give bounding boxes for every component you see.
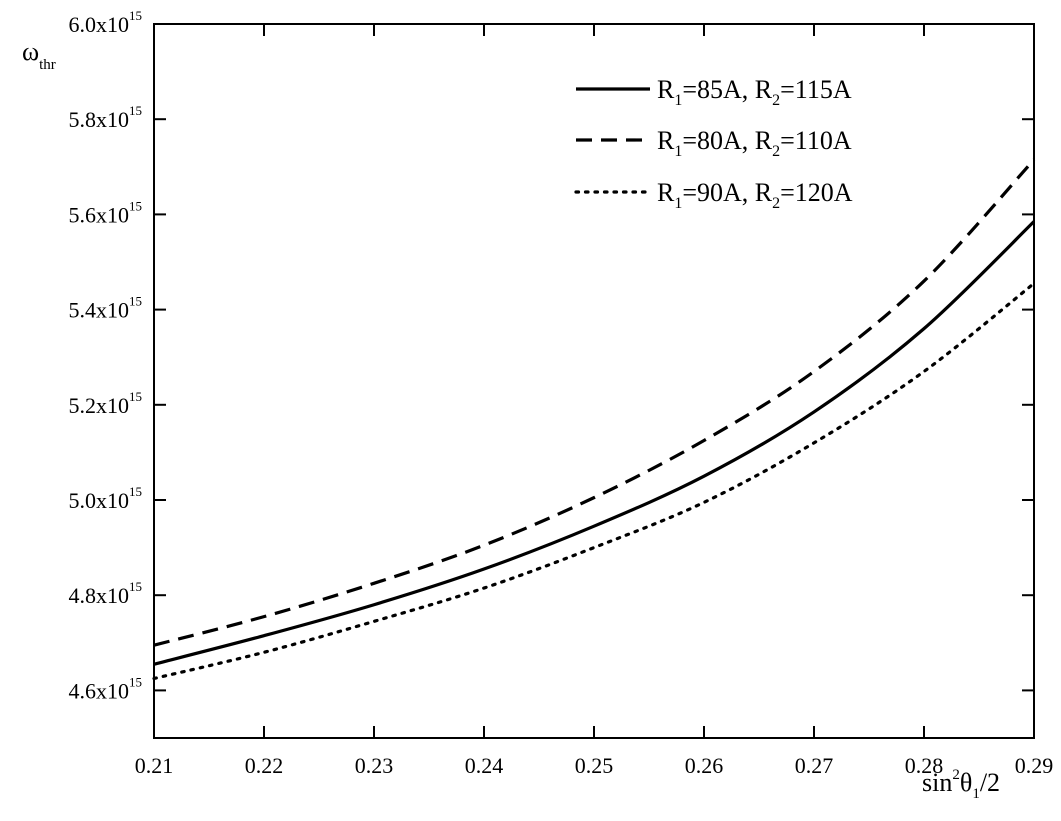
y-tick-mantissa: 5.6x10 <box>69 202 130 227</box>
y-tick-label: 4.8x1015 <box>69 579 143 608</box>
y-tick-exponent: 15 <box>129 579 142 594</box>
y-tick-mantissa: 5.8x10 <box>69 107 130 132</box>
legend-subscript: 2 <box>772 143 780 160</box>
y-tick-label: 4.6x1015 <box>69 674 143 703</box>
series-layer <box>152 158 1036 681</box>
ticks-layer: 0.21 0.22 0.23 0.24 0.25 0.26 0.27 0.28 0.29 4.6x… <box>69 8 1054 778</box>
y-tick-exponent: 15 <box>129 294 142 309</box>
y-tick-mantissa: 6.0x10 <box>69 12 130 37</box>
y-tick-label: 5.0x1015 <box>69 484 143 513</box>
legend-text: =115A <box>780 75 852 104</box>
y-tick-exponent: 15 <box>129 484 142 499</box>
x-tick-label: 0.28 <box>905 753 944 778</box>
x-tick-label: 0.24 <box>465 753 504 778</box>
y-tick-exponent: 15 <box>129 389 142 404</box>
legend-text: R <box>657 126 675 155</box>
x-axis-label-base: sin <box>922 768 952 797</box>
x-tick-label: 0.22 <box>245 753 284 778</box>
x-tick-label: 0.21 <box>135 753 174 778</box>
y-tick-label: 5.8x1015 <box>69 103 143 132</box>
x-tick-label: 0.26 <box>685 753 724 778</box>
y-tick-mantissa: 5.0x10 <box>69 488 130 513</box>
legend-text: R <box>657 75 675 104</box>
x-axis-label-tail: /2 <box>980 768 1000 797</box>
legend-entry: R1=85A, R2=115A <box>657 75 852 109</box>
legend-text: =110A <box>780 126 852 155</box>
x-tick-label: 0.29 <box>1015 753 1054 778</box>
series-line-dotted <box>152 281 1036 681</box>
y-tick-exponent: 15 <box>129 674 142 689</box>
legend-text: =80A, R <box>682 126 772 155</box>
x-axis-label-sup: 2 <box>952 767 960 783</box>
x-tick-label: 0.23 <box>355 753 394 778</box>
x-tick-label: 0.25 <box>575 753 614 778</box>
y-axis-label: ωthr <box>22 37 56 73</box>
series-line-solid <box>153 220 1036 666</box>
legend-text: R <box>657 178 675 207</box>
legend-subscript: 2 <box>772 195 780 212</box>
legend-entry: R1=80A, R2=110A <box>657 126 852 160</box>
y-tick-label: 5.2x1015 <box>69 389 143 418</box>
y-tick-label: 5.4x1015 <box>69 294 143 323</box>
x-axis-label: sin2θ1/2 <box>922 767 1000 802</box>
y-tick-label: 5.6x1015 <box>69 198 143 227</box>
x-axis-label-theta: θ <box>960 768 972 797</box>
y-tick-exponent: 15 <box>129 198 142 213</box>
y-tick-mantissa: 5.2x10 <box>69 393 130 418</box>
legend-subscript: 1 <box>674 195 682 212</box>
y-tick-exponent: 15 <box>129 8 142 23</box>
y-tick-exponent: 15 <box>129 103 142 118</box>
y-tick-mantissa: 5.4x10 <box>69 298 130 323</box>
x-axis-label-sub: 1 <box>972 786 980 802</box>
legend-text: =90A, R <box>682 178 772 207</box>
series-line-dashed <box>153 158 1036 647</box>
legend-subscript: 2 <box>772 92 780 109</box>
legend-entry: R1=90A, R2=120A <box>657 178 853 212</box>
legend-subscript: 1 <box>674 143 682 160</box>
y-axis-label-base: ω <box>22 37 39 66</box>
y-axis-label-sub: thr <box>39 57 56 73</box>
y-tick-label: 6.0x1015 <box>69 8 143 37</box>
y-tick-mantissa: 4.8x10 <box>69 583 130 608</box>
y-tick-mantissa: 4.6x10 <box>69 678 130 703</box>
legend-text: =120A <box>780 178 853 207</box>
legend-text: =85A, R <box>682 75 772 104</box>
x-tick-label: 0.27 <box>795 753 834 778</box>
legend-subscript: 1 <box>674 92 682 109</box>
